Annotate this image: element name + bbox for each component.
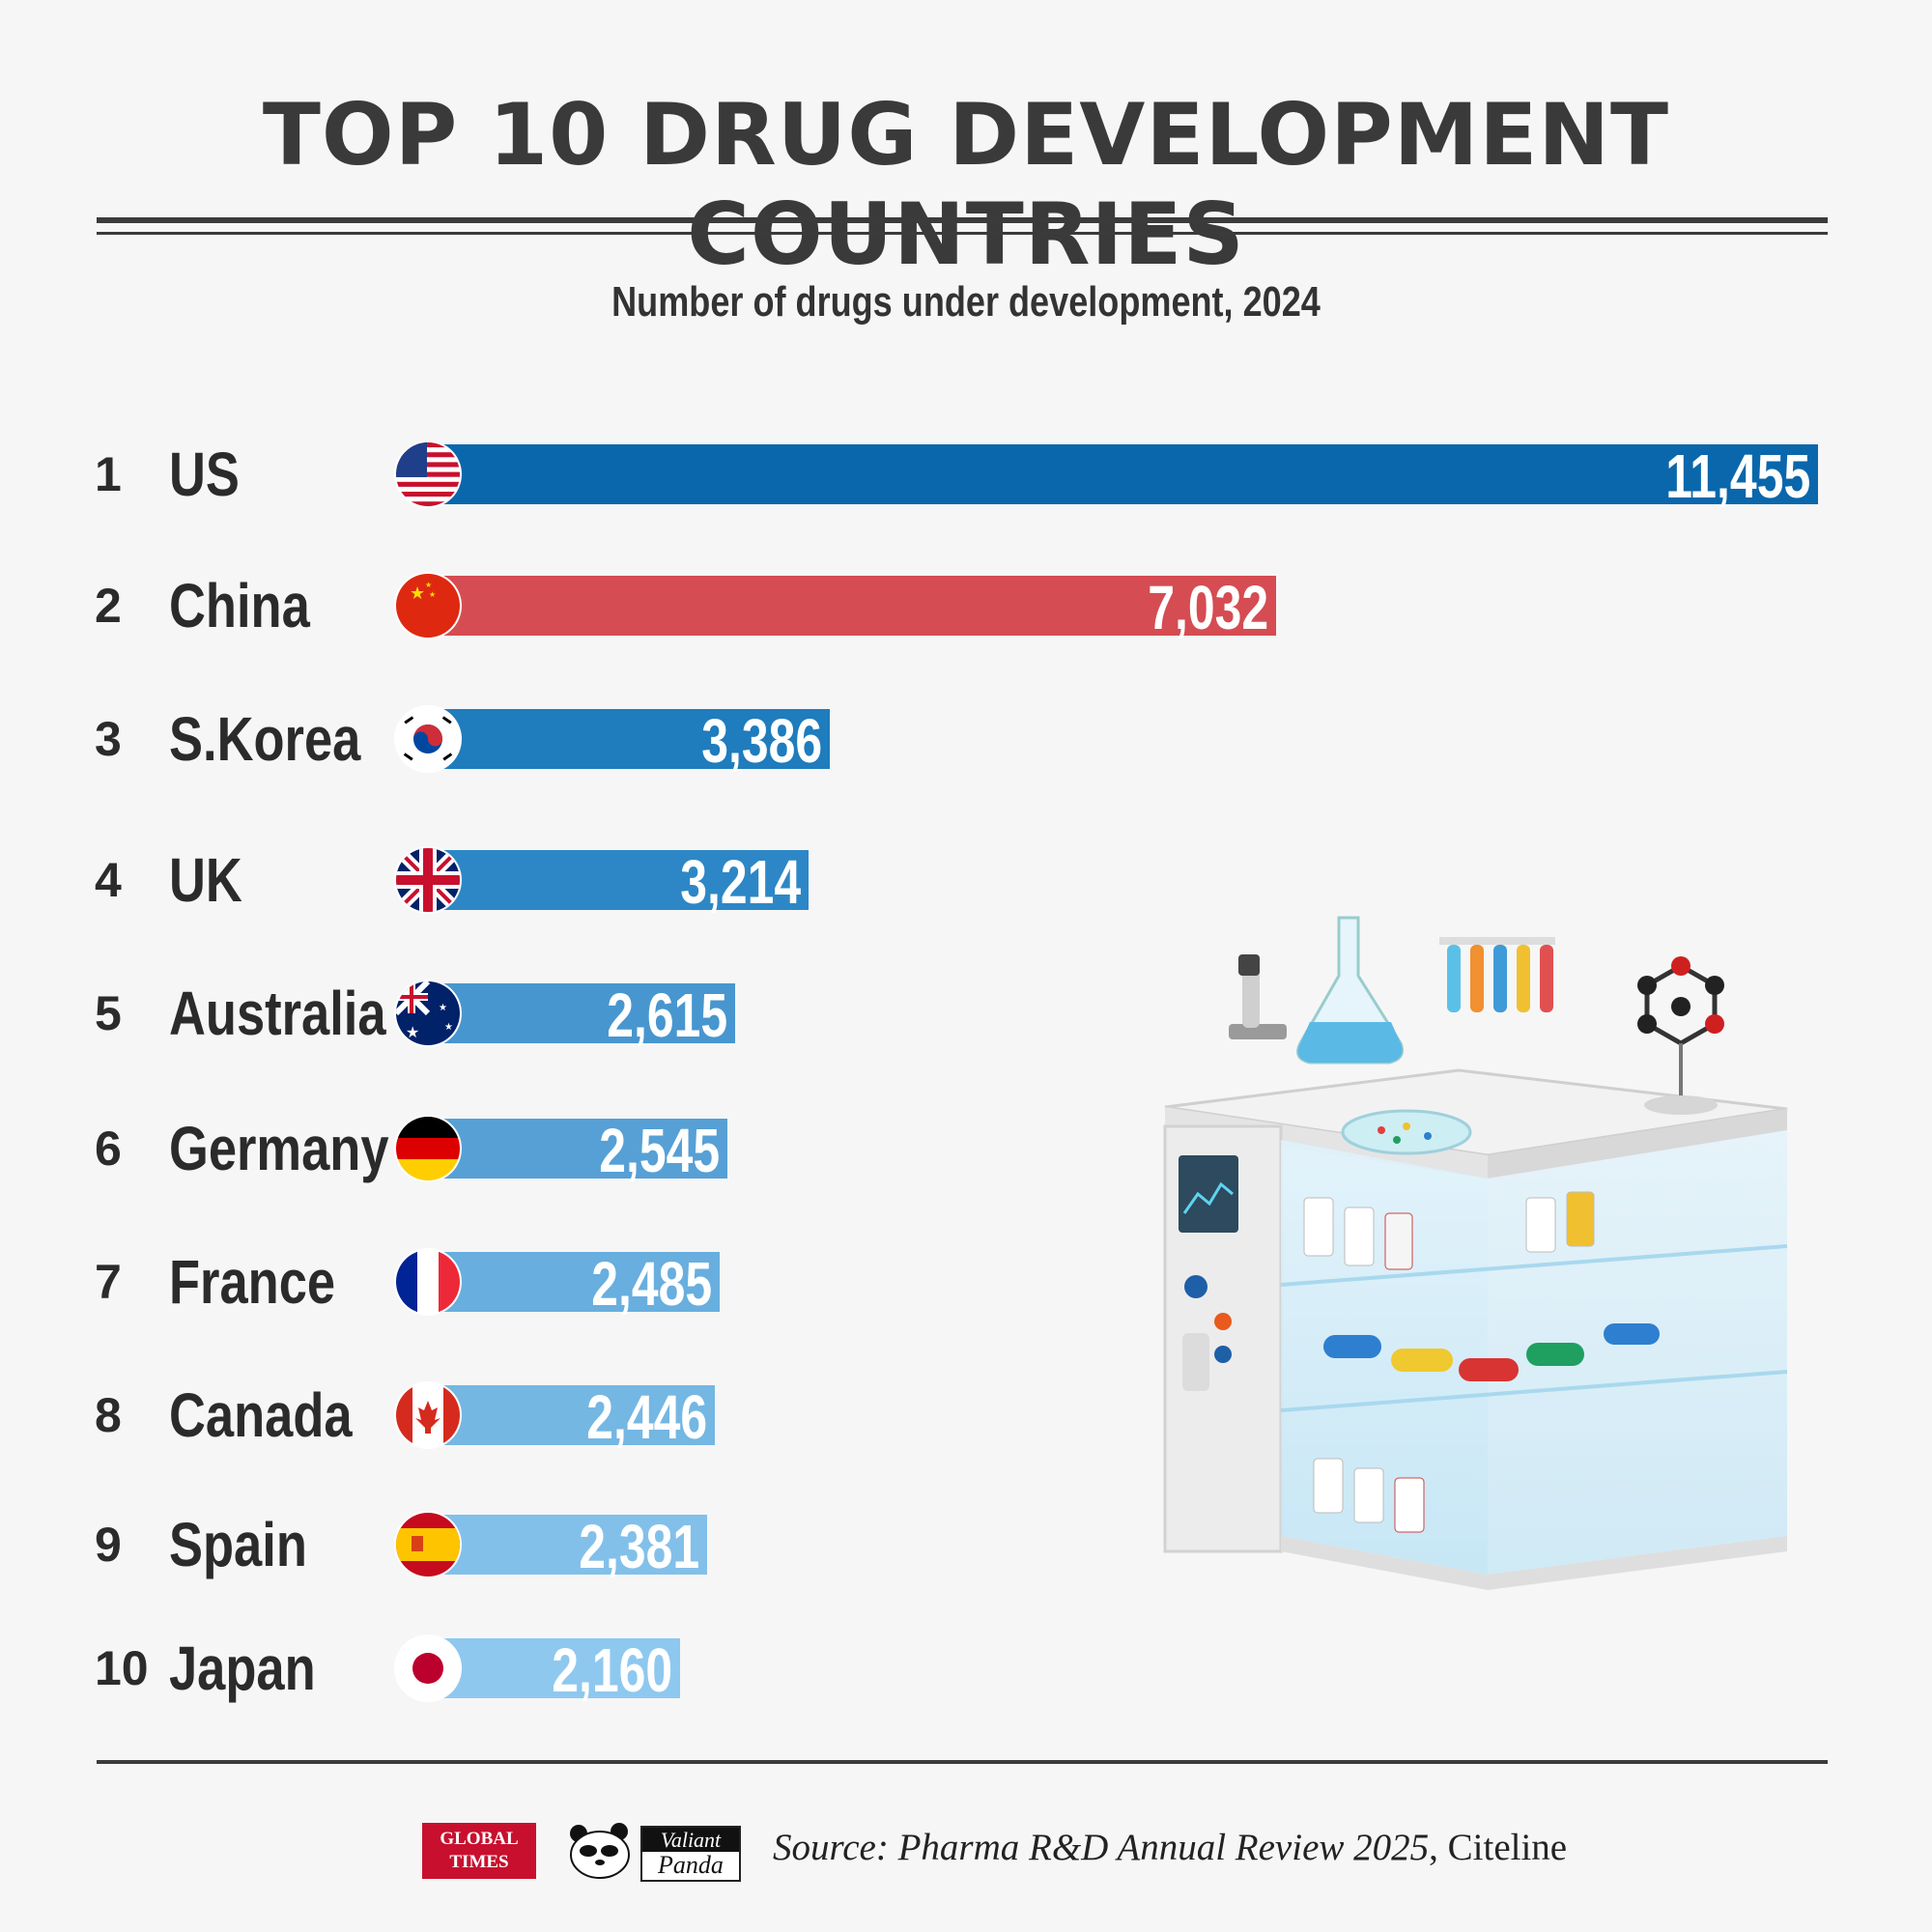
svg-text:★: ★ <box>410 583 425 604</box>
bar-value-label: 7,032 <box>1148 573 1268 642</box>
country-label: France <box>169 1247 336 1317</box>
country-label: Germany <box>169 1114 389 1183</box>
pill-bottles-icon <box>1303 1191 1595 1533</box>
rank-label: 1 <box>95 447 122 501</box>
svg-text:★: ★ <box>429 590 436 599</box>
bar-value-label: 2,446 <box>586 1382 707 1452</box>
bar: 2,545 <box>415 1116 727 1185</box>
test-tubes-icon <box>1439 937 1555 1012</box>
panda-icon <box>570 1823 630 1879</box>
country-label: China <box>169 571 310 640</box>
bar-value-label: 2,545 <box>599 1116 720 1185</box>
flask-icon <box>1296 916 1404 1065</box>
cabinet-icon <box>1163 1068 1788 1590</box>
bar-value-label: 2,160 <box>552 1635 672 1705</box>
valiant-panda-wordmark: Valiant Panda <box>640 1826 741 1882</box>
bar: 7,032 <box>415 573 1276 642</box>
bar-row: 5 Australia 2,615 ★ ★ ★ <box>0 972 1932 1049</box>
rank-label: 8 <box>95 1388 122 1442</box>
japan-flag-icon <box>396 1636 460 1700</box>
bar: 2,446 <box>415 1382 715 1452</box>
germany-flag-icon <box>396 1117 460 1180</box>
rank-label: 6 <box>95 1122 122 1176</box>
bar-value-label: 11,455 <box>1665 441 1810 511</box>
south-korea-flag-icon <box>396 707 460 771</box>
molecule-icon <box>1637 956 1724 1115</box>
chart-subtitle: Number of drugs under development, 2024 <box>611 278 1321 326</box>
source-title: Pharma R&D Annual Review 2025 <box>897 1827 1430 1868</box>
global-times-logo-text-2: TIMES <box>449 1852 509 1872</box>
capsules-icon <box>1323 1323 1660 1381</box>
bar: 11,455 <box>415 441 1818 511</box>
source-prefix: Source: <box>773 1827 898 1868</box>
valiant-panda-text-2: Panda <box>658 1851 724 1879</box>
bar: 2,160 <box>415 1635 680 1705</box>
bar: 3,386 <box>415 706 830 776</box>
valiant-panda-logo: Valiant Panda <box>565 1822 741 1882</box>
bar-value-label: 2,485 <box>591 1249 712 1319</box>
bar: 2,615 <box>415 980 735 1050</box>
bar-row: 1 US 11,455 <box>0 433 1932 510</box>
title-rule-top <box>97 217 1828 223</box>
bar-row: 4 UK 3,214 <box>0 838 1932 916</box>
rank-label: 2 <box>95 579 122 633</box>
bar-value-label: 3,386 <box>701 706 822 776</box>
bar-row: 3 S.Korea 3,386 <box>0 697 1932 775</box>
australia-flag-icon: ★ ★ ★ <box>396 981 460 1045</box>
chart-title: TOP 10 DRUG DEVELOPMENT COUNTRIES <box>262 85 1670 284</box>
svg-text:★: ★ <box>439 1003 447 1013</box>
country-label: S.Korea <box>169 704 361 774</box>
petri-dish-icon <box>1341 1109 1472 1155</box>
bar: 3,214 <box>415 847 809 917</box>
global-times-logo: GLOBAL TIMES <box>422 1823 536 1879</box>
country-label: US <box>169 440 240 509</box>
source-suffix: , Citeline <box>1429 1827 1568 1868</box>
svg-text:★: ★ <box>406 1023 419 1041</box>
country-label: Australia <box>169 979 386 1048</box>
bar: 2,485 <box>415 1249 720 1319</box>
bar-row: 9 Spain 2,381 <box>0 1503 1932 1580</box>
rank-label: 7 <box>95 1255 122 1309</box>
uk-flag-icon <box>396 848 460 912</box>
rank-label: 10 <box>95 1641 149 1695</box>
source-note: Source: Pharma R&D Annual Review 2025, C… <box>773 1826 1567 1869</box>
country-label: UK <box>169 845 242 915</box>
bar: 2,381 <box>415 1512 707 1581</box>
france-flag-icon <box>396 1250 460 1314</box>
svg-text:★: ★ <box>444 1022 453 1033</box>
china-flag-icon: ★ ★ ★ <box>396 574 460 638</box>
country-label: Spain <box>169 1510 307 1579</box>
bar-row: 8 Canada 2,446 <box>0 1374 1932 1451</box>
country-label: Canada <box>169 1380 353 1450</box>
bar-row: 2 China 7,032 ★ ★ ★ <box>0 564 1932 641</box>
microscope-icon <box>1229 954 1287 1039</box>
bar-row: 6 Germany 2,545 <box>0 1107 1932 1184</box>
global-times-logo-text-1: GLOBAL <box>440 1829 519 1849</box>
spain-flag-icon <box>396 1513 460 1577</box>
bar-value-label: 2,615 <box>607 980 727 1050</box>
canada-flag-icon <box>396 1383 460 1447</box>
country-label: Japan <box>169 1634 316 1703</box>
rank-label: 3 <box>95 712 122 766</box>
us-flag-icon <box>396 442 460 506</box>
valiant-panda-text-1: Valiant <box>642 1828 739 1852</box>
title-rule-bottom <box>97 232 1828 235</box>
bar-row: 7 France 2,485 <box>0 1240 1932 1318</box>
rank-label: 9 <box>95 1518 122 1572</box>
bar-row: 10 Japan 2,160 <box>0 1627 1932 1704</box>
footer-rule <box>97 1760 1828 1764</box>
svg-text:★: ★ <box>425 581 432 589</box>
lab-illustration <box>1163 916 1788 1590</box>
footer: GLOBAL TIMES Valiant Panda Source: Pharm… <box>0 1816 1932 1884</box>
rank-label: 5 <box>95 986 122 1040</box>
bar-value-label: 3,214 <box>680 847 801 917</box>
rank-label: 4 <box>95 853 122 907</box>
bar-value-label: 2,381 <box>579 1512 699 1581</box>
